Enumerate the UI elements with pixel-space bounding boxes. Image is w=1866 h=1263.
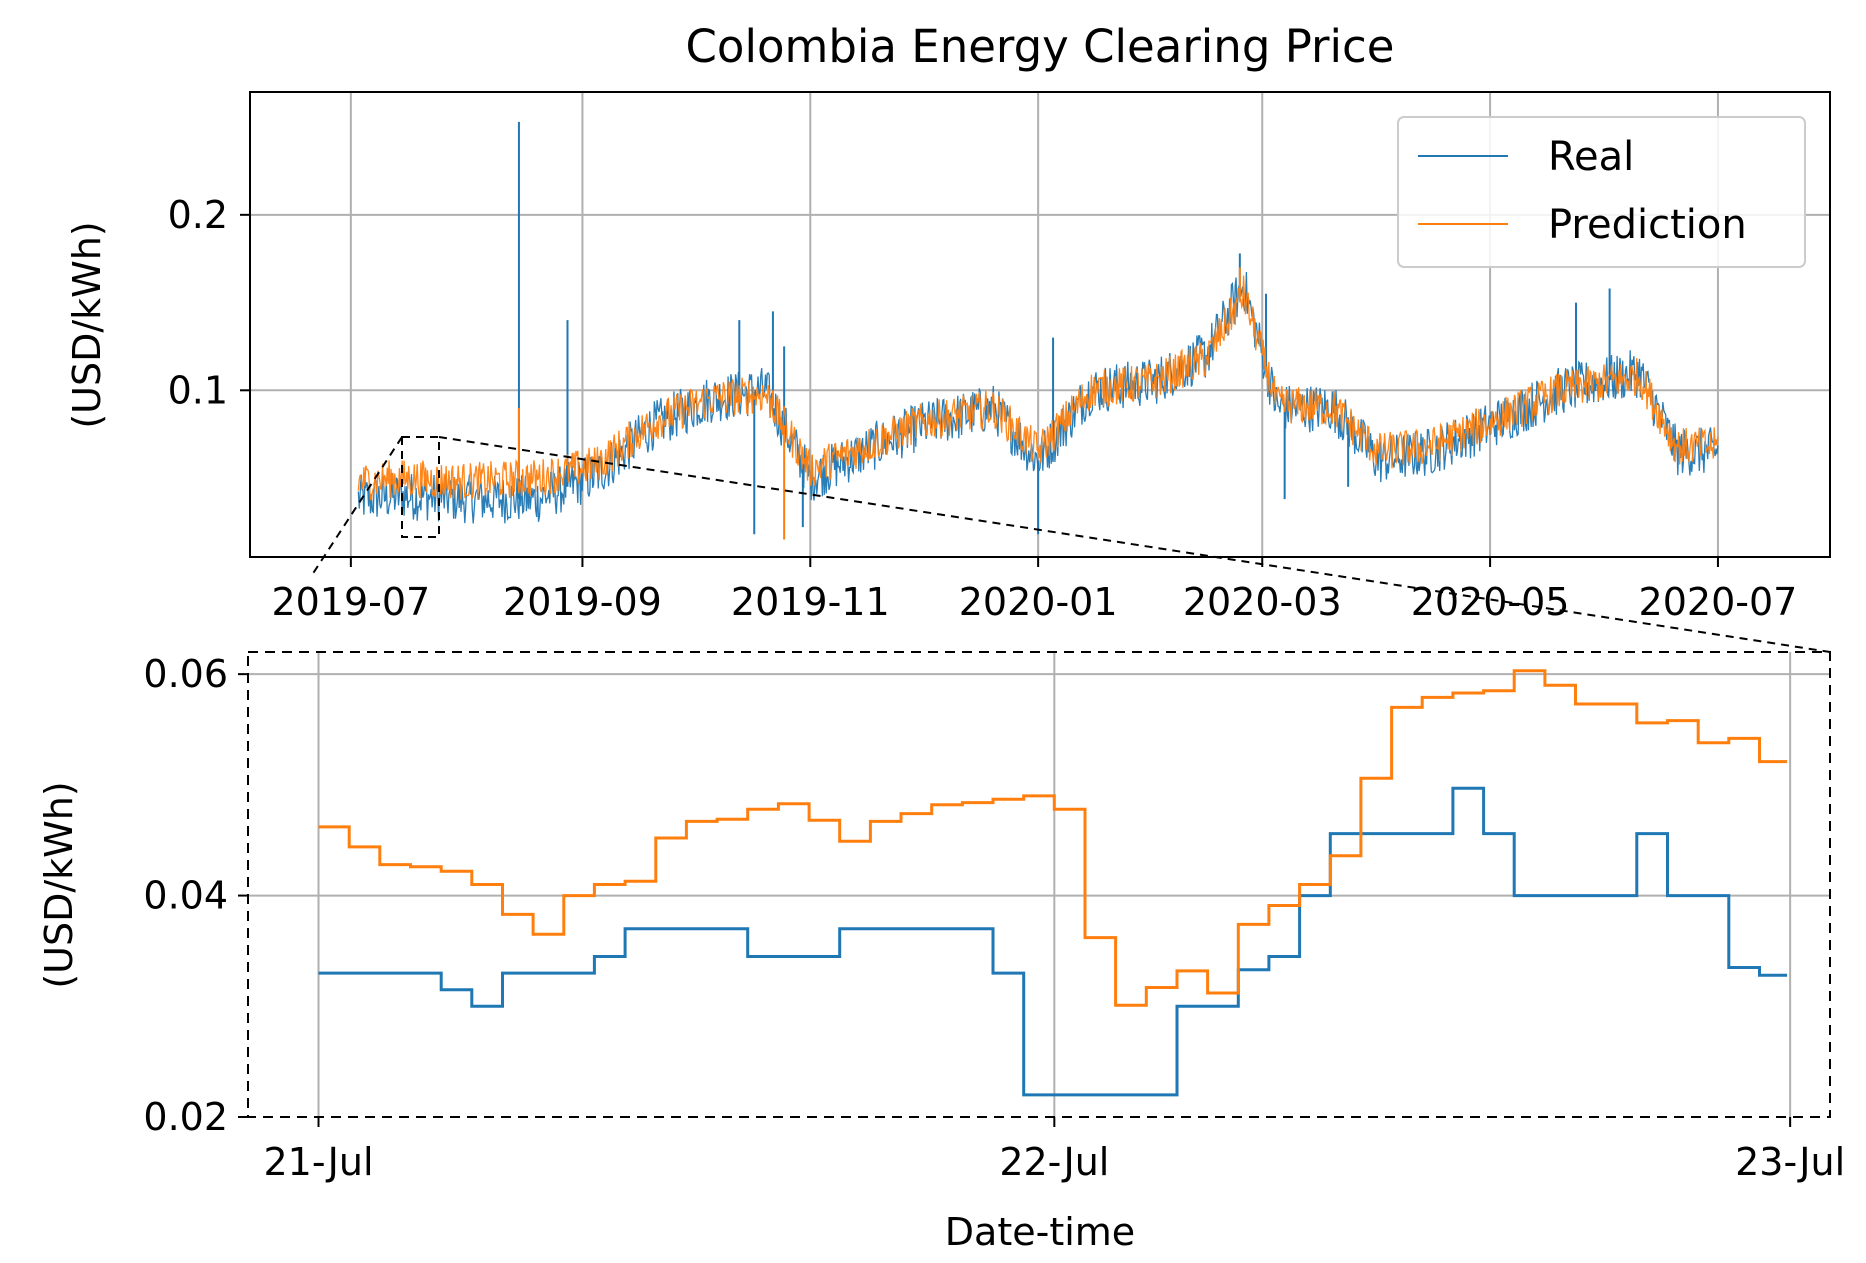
- overview-series: [357, 121, 1719, 540]
- zoom-connector-right: [438, 436, 1831, 653]
- overview-y-tick-label: 0.1: [168, 368, 228, 412]
- zoom-x-axis-label: Date-time: [945, 1210, 1135, 1254]
- zoom-x-tick-label: 21-Jul: [263, 1140, 373, 1184]
- zoom-y-axis-label: (USD/kWh): [37, 781, 81, 988]
- zoom-y-tick-label: 0.02: [143, 1095, 228, 1139]
- legend-prediction-label: Prediction: [1548, 202, 1747, 248]
- zoom-axes-frame: [247, 651, 1831, 1118]
- zoom-series: [318, 669, 1788, 1097]
- overview-ticks: 2019-07 2019-09 2019-11 2020-01 2020-03 2020-…: [168, 193, 1798, 624]
- zoom-prediction-line: [318, 669, 1788, 1007]
- overview-y-tick-label: 0.2: [168, 193, 228, 237]
- overview-y-axis-label: (USD/kWh): [65, 221, 109, 428]
- overview-x-tick-label: 2020-07: [1639, 580, 1798, 624]
- legend-box: [1397, 116, 1806, 268]
- overview-x-tick-label: 2020-03: [1183, 580, 1342, 624]
- overview-x-tick-label: 2019-07: [271, 580, 430, 624]
- overview-x-tick-label: 2019-09: [503, 580, 662, 624]
- overview-axes-frame: [249, 91, 1831, 558]
- overview-prediction-line: [357, 275, 1719, 501]
- legend: Real Prediction: [1397, 116, 1806, 268]
- zoom-real-line: [318, 786, 1788, 1097]
- overview-plot: 2019-07 2019-09 2019-11 2020-01 2020-03 2020-…: [65, 91, 1831, 624]
- overview-x-tick-label: 2020-05: [1411, 580, 1570, 624]
- zoom-ticks: 21-Jul 22-Jul 23-Jul 0.02 0.04 0.06: [143, 652, 1845, 1184]
- overview-x-tick-label: 2020-01: [959, 580, 1118, 624]
- chart-title: Colombia Energy Clearing Price: [686, 20, 1395, 73]
- zoom-x-tick-label: 23-Jul: [1735, 1140, 1845, 1184]
- zoom-plot: 21-Jul 22-Jul 23-Jul 0.02 0.04 0.06 (USD/kWh)…: [37, 651, 1845, 1254]
- zoom-region-marker: [401, 436, 440, 538]
- overview-x-tick-label: 2019-11: [731, 580, 890, 624]
- legend-real-label: Real: [1548, 134, 1634, 180]
- zoom-y-tick-label: 0.06: [143, 652, 228, 696]
- zoom-y-tick-label: 0.04: [143, 874, 228, 918]
- zoom-x-tick-label: 22-Jul: [999, 1140, 1109, 1184]
